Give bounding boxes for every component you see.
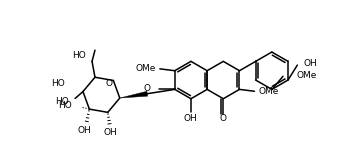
Text: OH: OH — [104, 128, 118, 137]
Text: OMe: OMe — [297, 71, 317, 80]
Text: O: O — [144, 84, 151, 93]
Text: OH: OH — [303, 59, 317, 68]
Text: OH: OH — [183, 114, 197, 123]
Polygon shape — [120, 91, 148, 98]
Text: O: O — [106, 79, 113, 88]
Text: HO: HO — [55, 97, 69, 106]
Text: HO: HO — [72, 51, 86, 60]
Text: O: O — [220, 114, 227, 123]
Text: OMe: OMe — [258, 87, 278, 96]
Text: OH: OH — [78, 125, 91, 134]
Text: HO: HO — [52, 79, 65, 88]
Text: OMe: OMe — [136, 64, 156, 73]
Text: HO: HO — [58, 101, 72, 110]
